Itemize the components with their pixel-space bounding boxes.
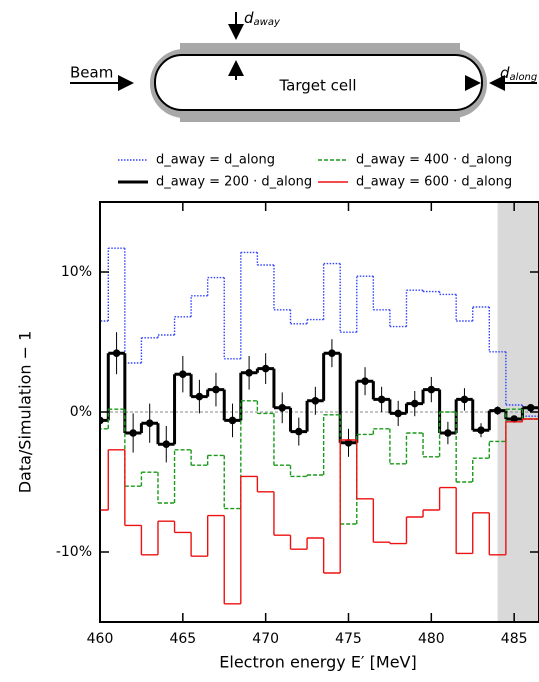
data-point — [526, 404, 535, 412]
y-tick-label: 10% — [61, 264, 92, 280]
data-point — [195, 392, 204, 401]
x-tick-label: 475 — [335, 631, 362, 647]
x-tick-label: 485 — [501, 631, 528, 647]
data-point — [245, 369, 253, 377]
target-diagram: Beam dalong daway Target cell — [70, 9, 537, 122]
data-point — [493, 406, 502, 415]
data-point — [261, 364, 270, 373]
data-point — [129, 429, 137, 437]
y-axis-label: Data/Simulation − 1 — [16, 331, 35, 494]
data-point — [328, 349, 336, 358]
x-tick-label: 460 — [87, 631, 114, 647]
data-point — [311, 397, 320, 405]
data-point — [394, 409, 402, 418]
beam-label: Beam — [70, 64, 113, 82]
data-point — [444, 429, 452, 437]
plot-area — [100, 247, 539, 605]
d-symbol: d — [244, 9, 254, 27]
data-point — [179, 370, 187, 379]
data-point — [228, 416, 237, 425]
data-point — [212, 385, 220, 394]
data-point — [112, 349, 121, 358]
d-along-label: dalong — [500, 64, 537, 84]
data-point — [377, 395, 386, 404]
d-symbol: d — [500, 64, 510, 82]
x-tick-label: 465 — [169, 631, 196, 647]
y-tick-label: 0% — [70, 404, 92, 420]
d-sub: along — [510, 72, 538, 83]
y-tick-label: -10% — [56, 544, 92, 560]
data-point — [410, 399, 419, 408]
data-point — [510, 415, 518, 423]
legend-label: d_away = 400 · d_along — [356, 153, 512, 168]
x-tick-label: 480 — [418, 631, 445, 647]
legend-label: d_away = 200 · d_along — [156, 175, 312, 190]
data-point — [278, 404, 287, 412]
legend-label: d_away = 600 · d_along — [356, 175, 512, 190]
d-away-label: daway — [244, 9, 281, 29]
d-sub: away — [254, 17, 281, 28]
data-point — [477, 426, 485, 435]
data-point — [294, 427, 303, 436]
data-point — [460, 395, 469, 404]
data-point — [361, 377, 369, 386]
legend-label: d_away = d_along — [156, 153, 275, 168]
data-point — [162, 440, 171, 449]
data-point — [344, 439, 353, 447]
data-point — [427, 385, 436, 394]
x-axis-label: Electron energy E′ [MeV] — [219, 653, 416, 672]
cell-label: Target cell — [279, 77, 357, 95]
x-tick-label: 470 — [252, 631, 279, 647]
data-point — [145, 419, 154, 428]
